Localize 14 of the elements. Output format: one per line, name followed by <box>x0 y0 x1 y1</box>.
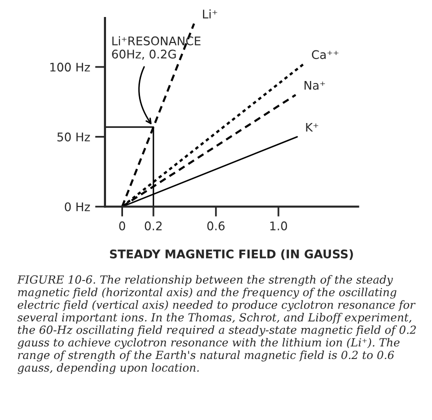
x-tick-label: 0 <box>119 221 126 230</box>
x-axis-title: STEADY MAGNETIC FIELD (IN GAUSS) <box>110 249 353 260</box>
y-tick-label: 50 Hz <box>57 132 90 142</box>
annotation: Li⁺RESONANCE 60Hz, 0.2G <box>112 36 200 60</box>
caption: FIGURE 10-6. The relationship between the strength of the steady magnetic field (horizontal axis) and the frequency of the oscillating electric field (vertical axis) needed to produce cyclotron resonance for several important ions. In the Thomas, Schrot, and Liboff experiment, the 60-Hz oscillating field required a steady-state magnetic field of 0.2 gauss to achieve cyclotron resonance with the lithium ion (Li⁺). The range of strength of the Earth's natural magnetic field is 0.2 to 0.6 gauss, depending upon location. <box>17 275 416 374</box>
x-tick-label: 0.6 <box>207 221 225 230</box>
y-tick-label: 100 Hz <box>50 62 90 72</box>
series-label: K⁺ <box>306 122 318 132</box>
x-tick-label: 0.2 <box>144 221 162 230</box>
y-tick-label: 0 Hz <box>64 202 90 212</box>
series-label: Ca⁺⁺ <box>312 50 338 60</box>
series-label: Na⁺ <box>304 81 325 90</box>
series-label: Li⁺ <box>203 9 218 18</box>
x-tick-label: 1.0 <box>270 221 288 230</box>
